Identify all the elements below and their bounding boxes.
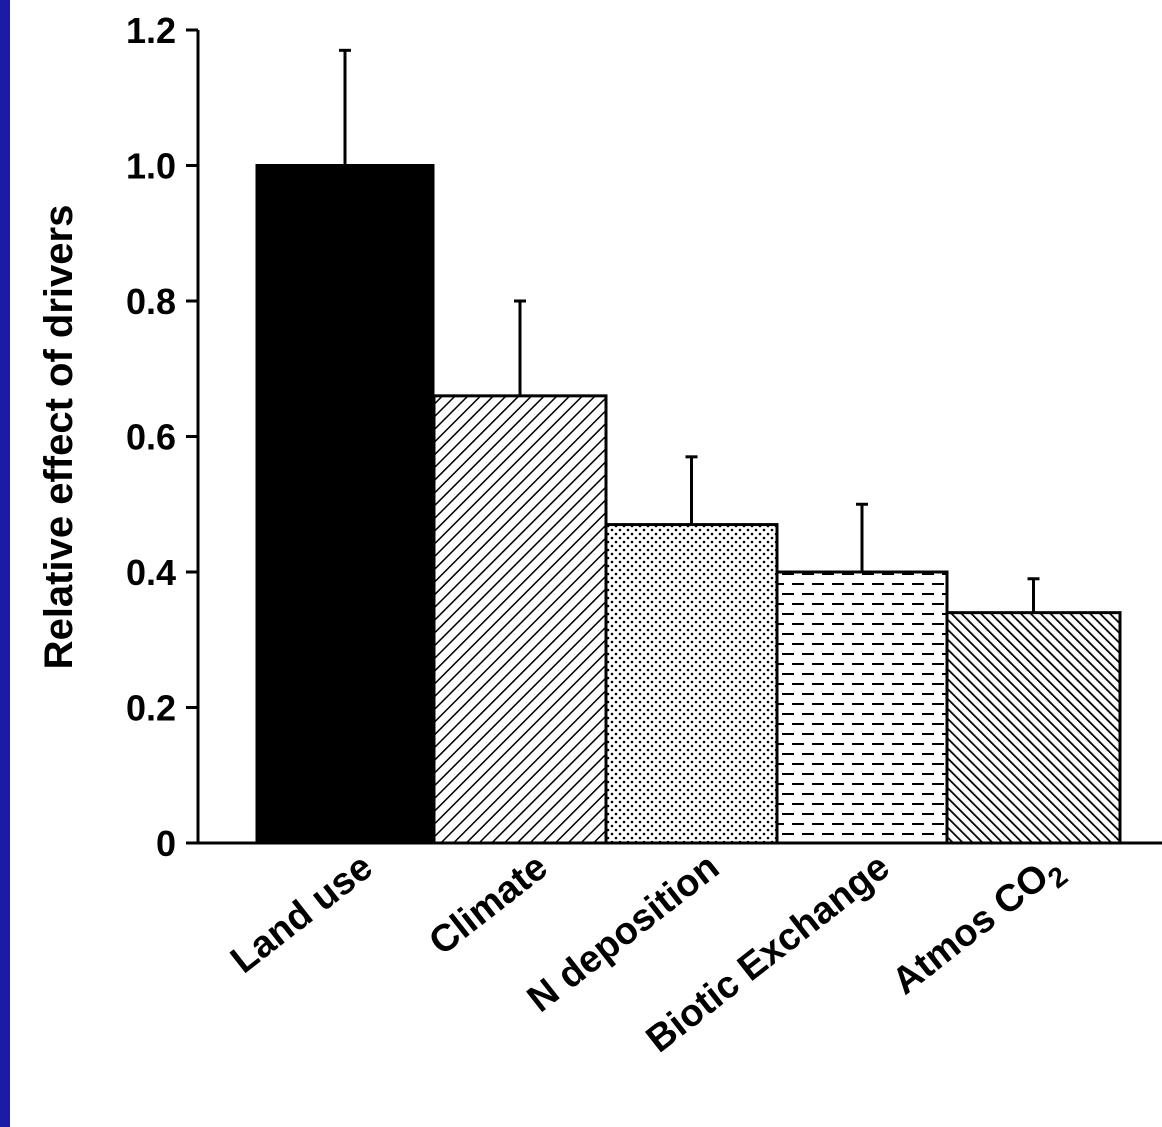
x-tick-label: Land use	[223, 846, 380, 982]
bars	[255, 164, 1122, 845]
x-tick-label: Climate	[422, 846, 556, 964]
bar-biotic-exchange	[775, 570, 949, 845]
y-tick-label: 0.6	[126, 417, 176, 458]
bar-land-use	[255, 164, 435, 845]
y-tick-label: 0.4	[126, 552, 176, 593]
bar-climate	[432, 394, 608, 845]
bar-chart: Relative effect of drivers 0 0.2 0.4 0.6 0.8…	[37, 10, 1162, 1061]
y-tick-label: 1.0	[126, 146, 176, 187]
chart-frame: Relative effect of drivers 0 0.2 0.4 0.6 0.8…	[10, 0, 1162, 1127]
y-tick-label: 0	[156, 823, 176, 864]
y-tick-label: 0.8	[126, 281, 176, 322]
y-axis-title: Relative effect of drivers	[37, 205, 81, 670]
y-tick-label: 0.2	[126, 688, 176, 729]
y-tick-label: 1.2	[126, 10, 176, 51]
bar-atmos-co2	[945, 611, 1122, 845]
y-axis-ticks: 0 0.2 0.4 0.6 0.8 1.0 1.2	[126, 10, 198, 864]
bar-n-deposition	[604, 523, 779, 845]
error-bars	[339, 48, 1040, 613]
x-tick-label: Atmos CO2	[884, 846, 1073, 1009]
